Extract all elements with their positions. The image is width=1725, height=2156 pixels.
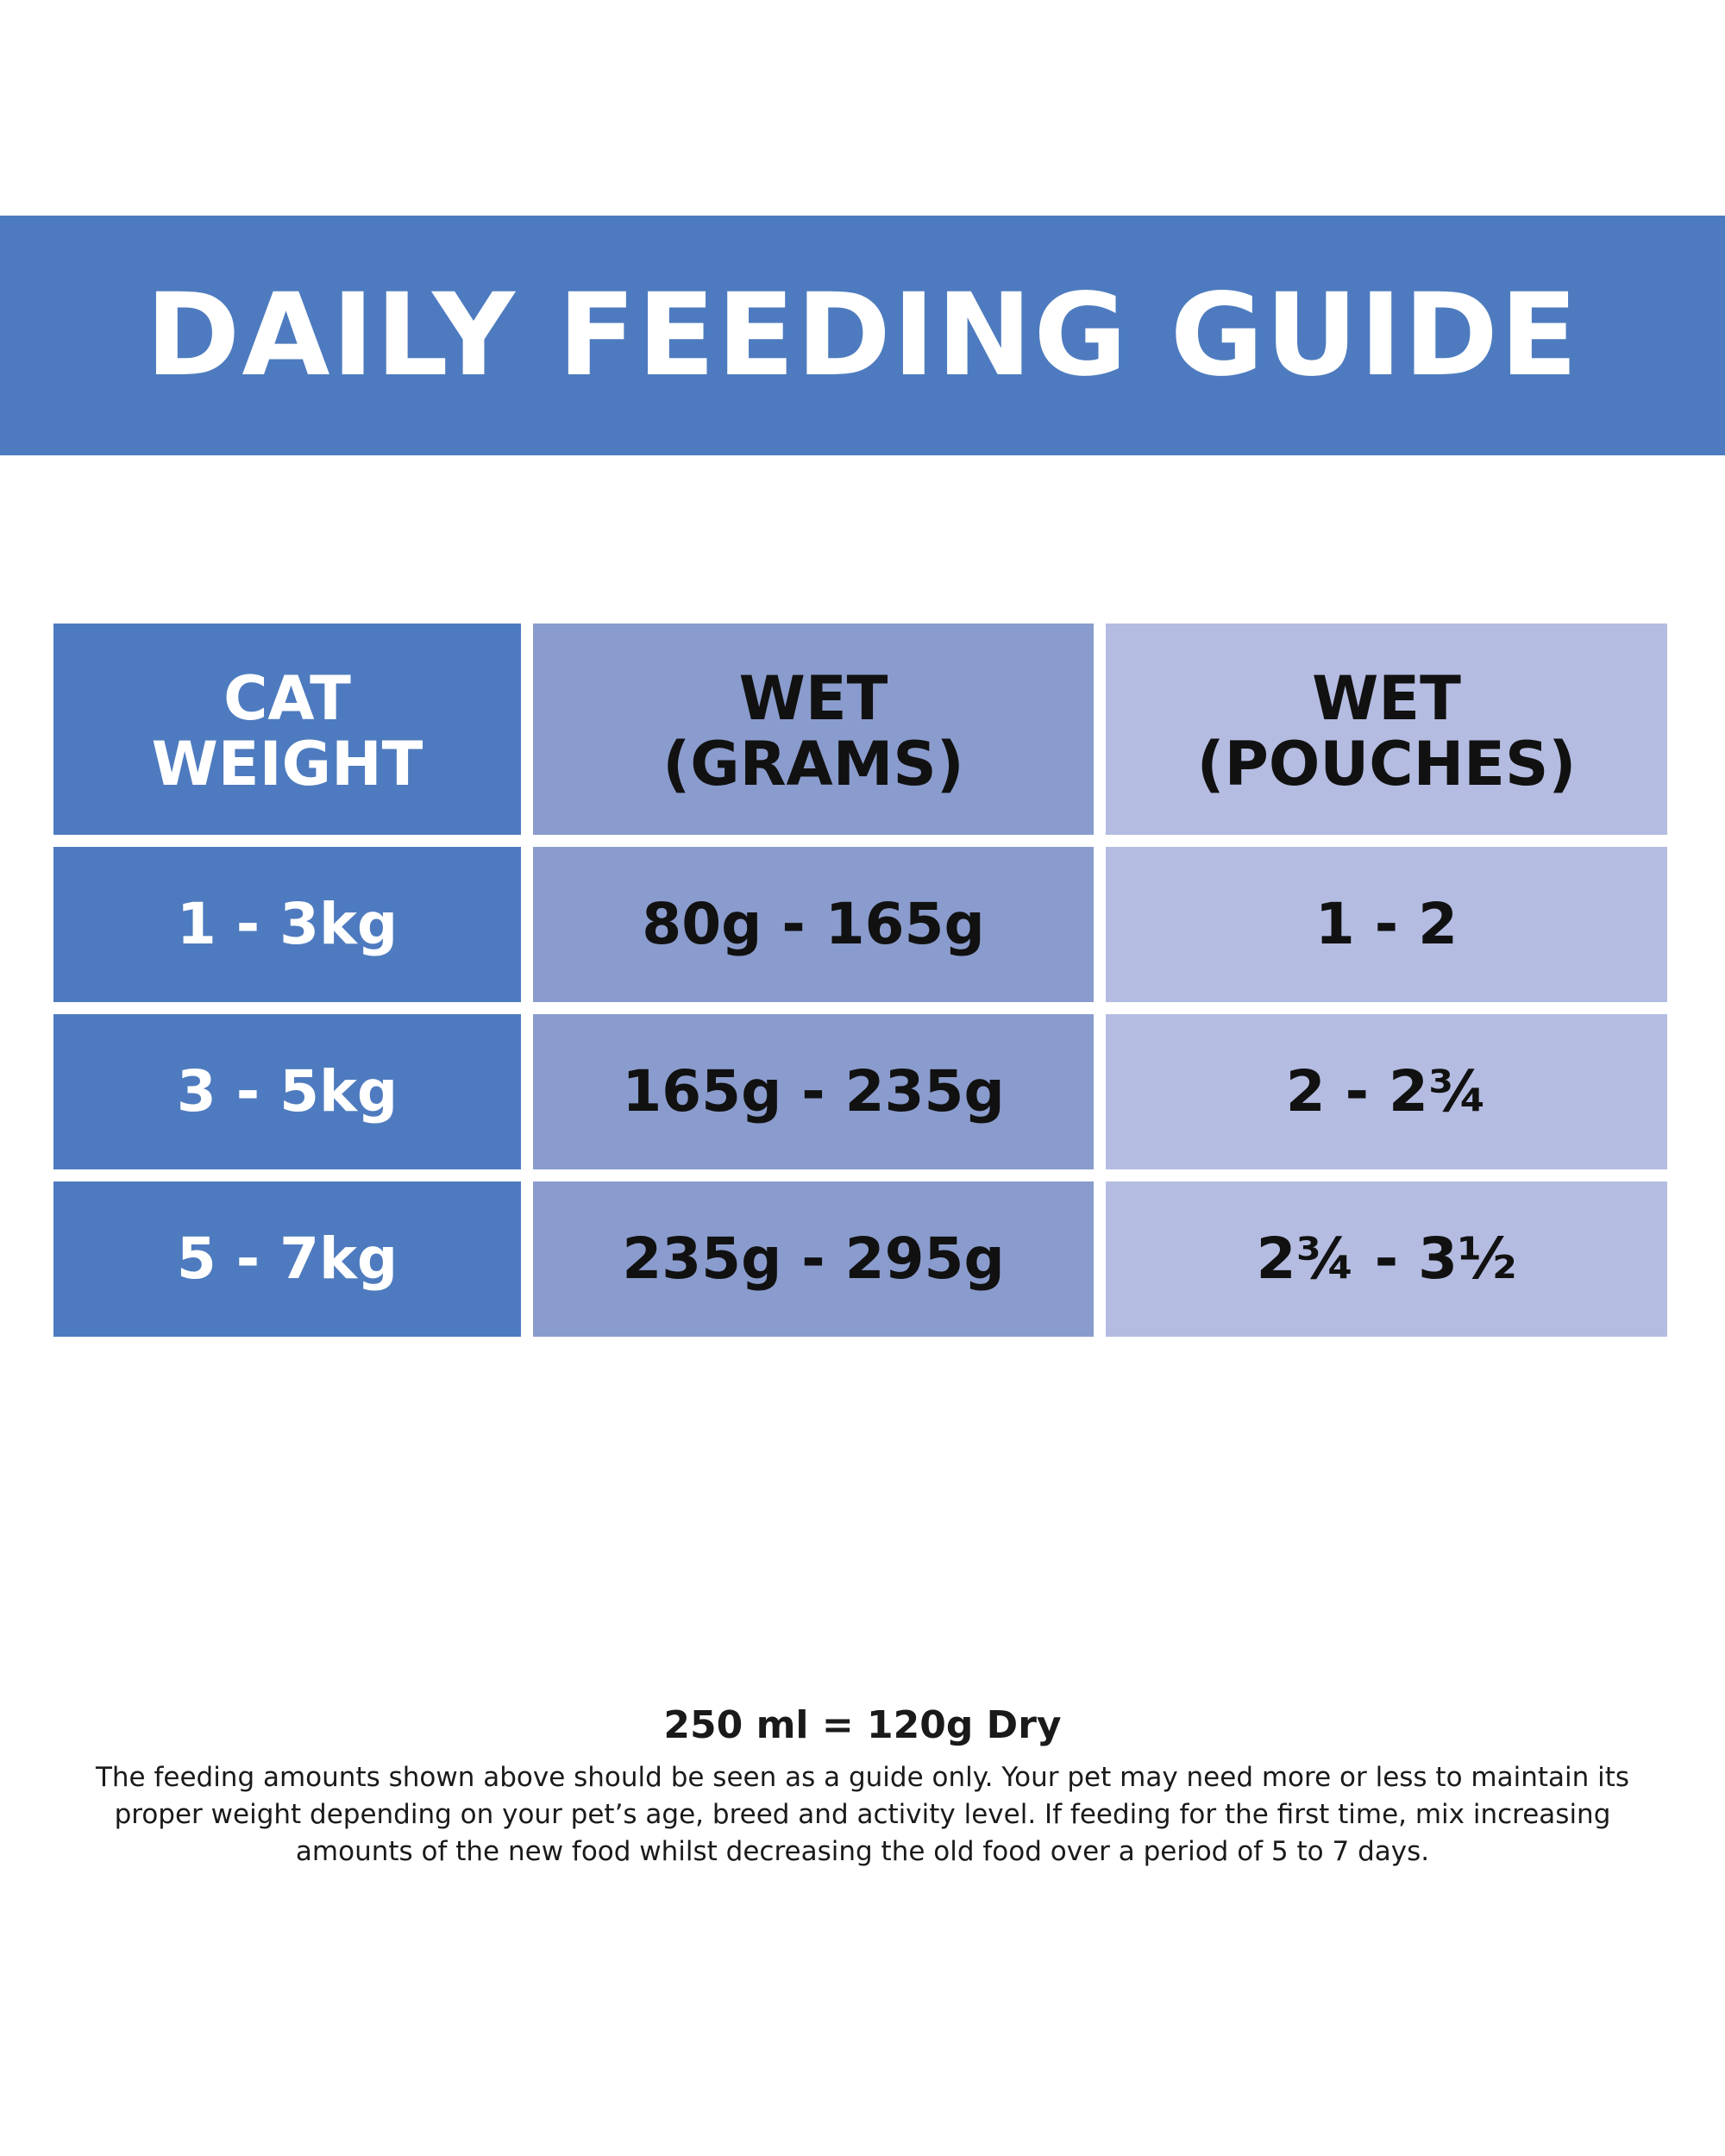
header-cat-weight-line-2: WEIGHT xyxy=(151,728,423,799)
feeding-disclaimer: The feeding amounts shown above should b… xyxy=(95,1762,1630,1867)
cell-cat-weight: 5 - 7kg xyxy=(53,1181,521,1337)
header-wet-grams-line-1: WET xyxy=(738,662,888,734)
table-row: 3 - 5kg 165g - 235g 2 - 2¾ xyxy=(53,1014,1667,1169)
feeding-table: CAT WEIGHT WET (GRAMS) WET (POUCHES) 1 -… xyxy=(53,624,1667,1349)
header-cat-weight: CAT WEIGHT xyxy=(53,624,521,835)
cell-wet-grams: 80g - 165g xyxy=(533,847,1094,1002)
header-cat-weight-line-1: CAT xyxy=(223,662,351,734)
cell-wet-pouches: 2¾ - 3½ xyxy=(1106,1181,1667,1337)
header-wet-pouches: WET (POUCHES) xyxy=(1106,624,1667,835)
page-title: DAILY FEEDING GUIDE xyxy=(145,269,1580,402)
table-row: 5 - 7kg 235g - 295g 2¾ - 3½ xyxy=(53,1181,1667,1337)
cell-wet-pouches: 2 - 2¾ xyxy=(1106,1014,1667,1169)
header-wet-grams: WET (GRAMS) xyxy=(533,624,1094,835)
dry-conversion-heading: 250 ml = 120g Dry xyxy=(663,1703,1062,1747)
table-header-row: CAT WEIGHT WET (GRAMS) WET (POUCHES) xyxy=(53,624,1667,835)
header-wet-pouches-line-1: WET xyxy=(1312,662,1461,734)
cell-cat-weight: 3 - 5kg xyxy=(53,1014,521,1169)
title-banner: DAILY FEEDING GUIDE xyxy=(0,216,1725,455)
cell-wet-grams: 165g - 235g xyxy=(533,1014,1094,1169)
footer: 250 ml = 120g Dry The feeding amounts sh… xyxy=(52,1703,1673,1871)
header-wet-grams-line-2: (GRAMS) xyxy=(662,728,964,799)
cell-wet-grams: 235g - 295g xyxy=(533,1181,1094,1337)
cell-wet-pouches: 1 - 2 xyxy=(1106,847,1667,1002)
header-wet-pouches-line-2: (POUCHES) xyxy=(1196,728,1577,799)
table-row: 1 - 3kg 80g - 165g 1 - 2 xyxy=(53,847,1667,1002)
cell-cat-weight: 1 - 3kg xyxy=(53,847,521,1002)
